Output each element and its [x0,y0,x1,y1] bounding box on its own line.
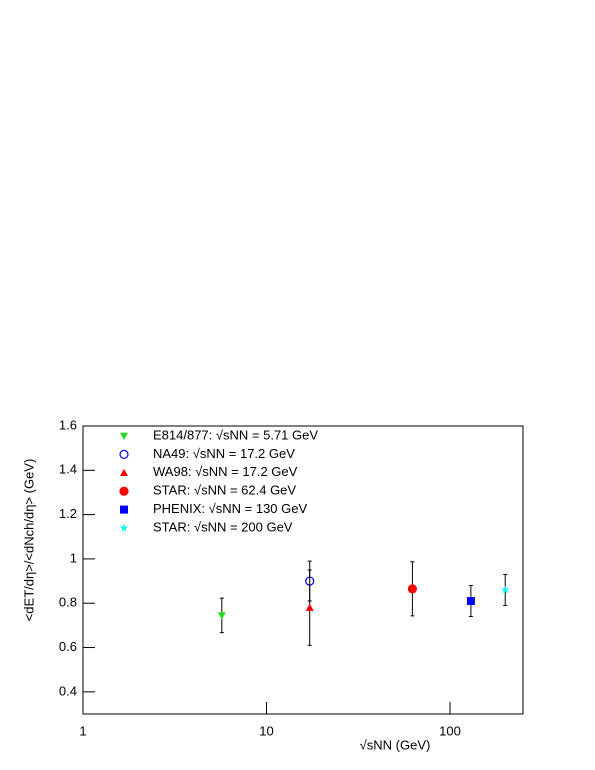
marker [305,603,314,611]
y-tick-label: 0.6 [59,639,77,654]
marker [501,585,510,594]
legend-label: PHENIX: √sNN = 130 GeV [153,501,307,516]
marker [407,584,417,594]
legend-label: NA49: √sNN = 17.2 GeV [153,446,295,461]
legend-marker [120,432,128,440]
legend-marker [120,505,128,514]
x-tick-label: 10 [259,723,273,738]
y-tick-label: 1.2 [59,506,77,521]
y-tick-label: 1.4 [59,462,77,477]
marker [466,597,475,606]
y-tick-label: 0.4 [59,683,77,698]
legend-label: STAR: √sNN = 200 GeV [153,519,293,534]
x-tick-label: 1 [79,723,86,738]
x-tick-label: 100 [439,723,461,738]
y-tick-label: 0.8 [59,595,77,610]
y-tick-label: 1 [70,550,77,565]
legend-marker [120,468,128,476]
marker [217,612,226,620]
legend-marker [119,486,129,496]
x-axis-title: √sNN (GeV) [360,737,431,752]
legend-label: WA98: √sNN = 17.2 GeV [153,464,298,479]
legend-marker [119,523,129,532]
y-tick-label: 1.6 [59,417,77,432]
legend-marker [119,449,129,459]
legend-label: STAR: √sNN = 62.4 GeV [153,483,296,498]
legend-label: E814/877: √sNN = 5.71 GeV [153,427,318,442]
y-axis-title: <dET/dη>/<dNch/dη> (GeV) [21,459,36,622]
plot-frame [82,425,524,715]
